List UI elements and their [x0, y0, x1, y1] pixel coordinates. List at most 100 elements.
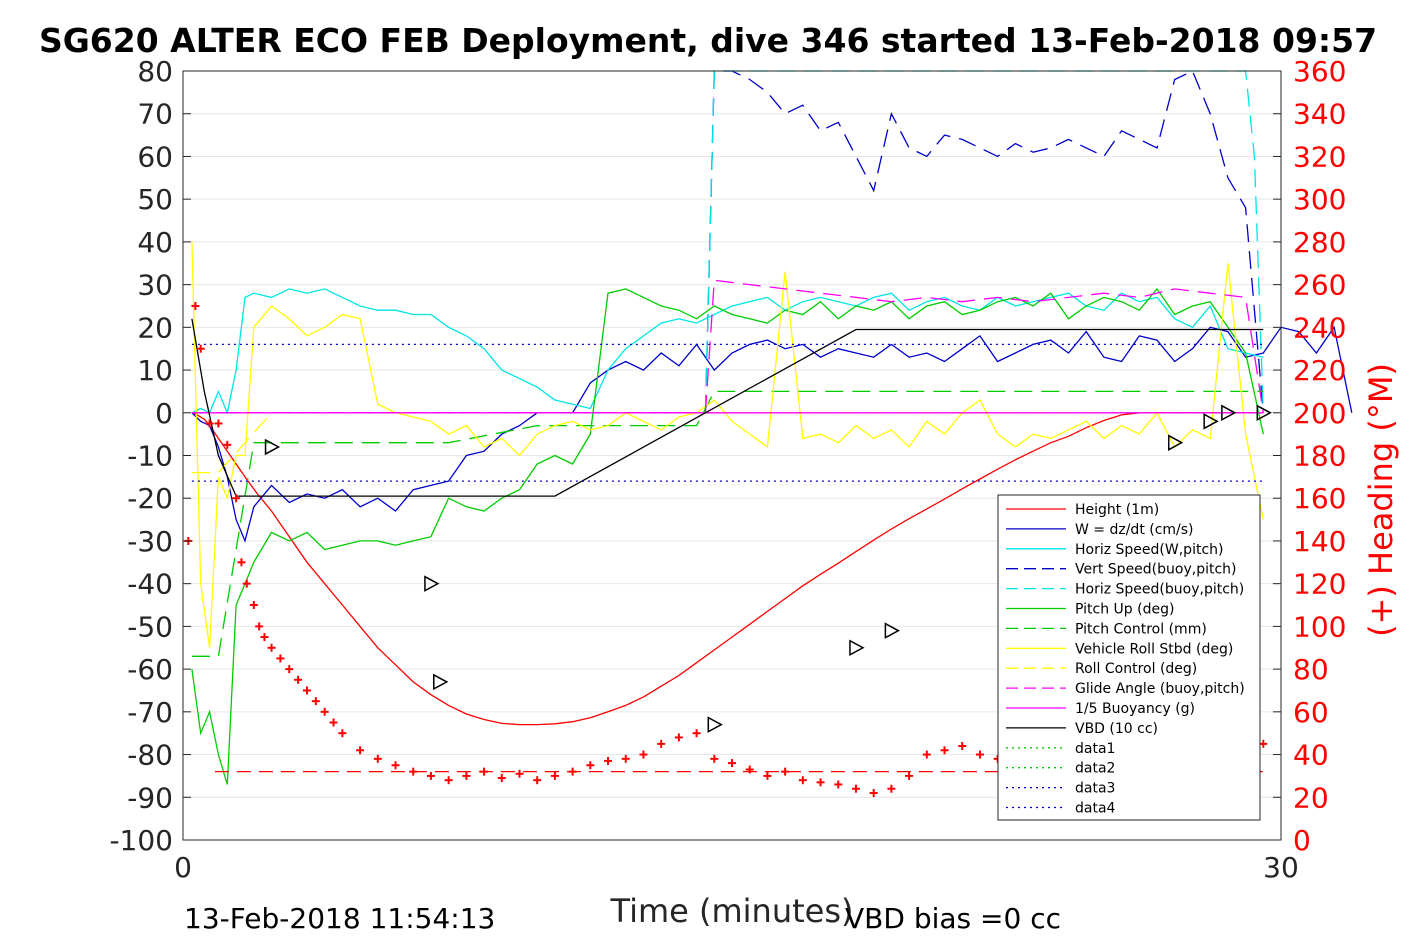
legend-label: Horiz Speed(buoy,pitch) [1075, 582, 1244, 598]
y-tick-label-right: 220 [1293, 354, 1346, 387]
heading-point [639, 750, 648, 759]
x-tick-label: 30 [1263, 851, 1299, 884]
triangle-marker [849, 639, 865, 657]
y-tick-label-right: 180 [1293, 440, 1346, 473]
triangle-marker [707, 716, 723, 733]
legend-label: Vert Speed(buoy,pitch) [1075, 562, 1237, 578]
y-tick-label-left: 10 [137, 354, 173, 387]
footer-timestamp: 13-Feb-2018 11:54:13 [184, 902, 495, 935]
heading-point [249, 601, 258, 610]
legend-label: Vehicle Roll Stbd (deg) [1075, 641, 1233, 657]
heading-point [763, 771, 772, 780]
triangle-marker [1167, 434, 1184, 451]
y-ticks-left: 80 70 60 50 40 30 20 10 0 -10 -20 -30 -40 -50 -60 -70 -8… [109, 55, 191, 857]
heading-point [1259, 739, 1268, 748]
heading-point [426, 771, 435, 780]
y-tick-label-left: 80 [137, 55, 173, 88]
y-tick-label-right: 100 [1293, 610, 1346, 643]
heading-point [674, 733, 683, 742]
heading-point [242, 579, 251, 588]
triangle-marker [1221, 404, 1237, 422]
marker-layer [264, 404, 1272, 733]
y-tick-label-left: -80 [127, 739, 173, 772]
heading-point [550, 771, 559, 780]
x-ticks: 0 30 [174, 851, 1299, 884]
y-tick-label-right: 20 [1293, 781, 1329, 814]
heading-point [232, 494, 241, 503]
legend-label: data3 [1075, 781, 1115, 797]
triangle-marker [424, 575, 440, 592]
legend-label: Pitch Control (mm) [1075, 621, 1207, 637]
heading-point [205, 419, 214, 428]
y-tick-label-right: 280 [1293, 226, 1346, 259]
heading-point [851, 784, 860, 793]
heading-point [728, 759, 736, 768]
heading-point [276, 654, 285, 663]
y-axis-label-right: (+) Heading (°M) [1362, 363, 1400, 637]
y-tick-label-right: 360 [1293, 55, 1346, 88]
y-tick-label-left: -10 [127, 440, 173, 473]
footer-vbd-bias: VBD bias =0 cc [845, 902, 1061, 935]
y-tick-label-left: 20 [137, 311, 173, 344]
y-tick-label-left: 30 [137, 269, 173, 302]
y-tick-label-right: 300 [1293, 183, 1346, 216]
heading-point [497, 774, 506, 783]
legend-label: Roll Control (deg) [1075, 661, 1197, 677]
chart-title: SG620 ALTER ECO FEB Deployment, dive 346… [39, 21, 1377, 60]
legend-label: 1/5 Buoyancy (g) [1075, 701, 1195, 717]
y-tick-label-left: -20 [127, 482, 173, 515]
series-line [191, 325, 1353, 543]
y-tick-label-left: 50 [137, 183, 173, 216]
heading-point [621, 754, 630, 763]
heading-point [214, 419, 223, 428]
heading-point [887, 784, 896, 793]
y-tick-label-left: -100 [109, 824, 173, 857]
series-line [704, 70, 1264, 413]
y-tick-label-left: 60 [137, 140, 173, 173]
heading-point [940, 746, 949, 755]
triangle-marker [1203, 413, 1219, 430]
y-tick-label-right: 80 [1293, 653, 1329, 686]
heading-point [905, 771, 914, 780]
heading-point [922, 750, 931, 759]
heading-point [329, 718, 338, 727]
heading-point [462, 771, 471, 780]
x-axis-label: Time (minutes) [610, 892, 854, 930]
heading-point [391, 761, 400, 770]
y-tick-label-left: -70 [127, 696, 173, 729]
heading-point [816, 778, 825, 787]
series-line [191, 288, 1264, 415]
triangle-marker [433, 673, 449, 691]
heading-point [869, 789, 878, 798]
heading-point [285, 665, 294, 674]
legend-label: W = dz/dt (cm/s) [1075, 522, 1194, 538]
heading-point [302, 686, 311, 695]
legend-label: data1 [1075, 741, 1115, 757]
heading-point [533, 776, 542, 785]
heading-point [798, 776, 807, 785]
y-tick-label-right: 60 [1293, 696, 1329, 729]
heading-point [294, 675, 303, 684]
heading-point [196, 344, 205, 353]
heading-point [311, 697, 320, 706]
y-tick-label-left: -90 [127, 781, 173, 814]
legend: Height (1m) W = dz/dt (cm/s) Horiz Speed(W… [997, 494, 1261, 821]
series-line [191, 287, 1264, 785]
y-tick-label-left: 70 [137, 98, 173, 131]
y-tick-label-right: 40 [1293, 739, 1329, 772]
heading-point [604, 756, 613, 765]
heading-point [223, 440, 232, 449]
y-tick-label-left: -30 [127, 525, 173, 558]
y-ticks-right: 3603403203002802602402202001801601401201… [1273, 55, 1346, 857]
heading-point [657, 739, 666, 748]
y-tick-label-right: 320 [1293, 140, 1346, 173]
heading-point [710, 754, 719, 763]
legend-label: data2 [1075, 761, 1115, 777]
heading-point [692, 729, 701, 738]
y-tick-label-right: 0 [1293, 824, 1311, 857]
heading-point [515, 769, 524, 778]
triangle-marker [1256, 404, 1272, 422]
triangle-marker [884, 622, 900, 639]
heading-point [356, 746, 365, 755]
